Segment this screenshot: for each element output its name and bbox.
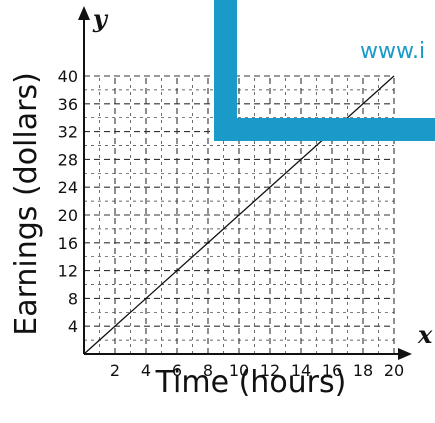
y-tick-label: 36	[58, 95, 78, 114]
y-tick-label: 4	[68, 317, 78, 336]
y-tick-label: 20	[58, 206, 78, 225]
y-tick-label: 24	[58, 178, 78, 197]
y-axis-title: Earnings (dollars)	[9, 72, 44, 336]
y-tick-label: 8	[68, 289, 78, 308]
watermark-banner	[214, 0, 435, 141]
y-tick-label: 16	[58, 234, 78, 253]
watermark-text: www.i	[360, 39, 425, 64]
x-axis-title: Time (hours)	[155, 365, 347, 400]
x-axis-variable: x	[417, 320, 433, 349]
x-tick-label: 14	[291, 361, 311, 380]
y-tick-label: 12	[58, 262, 78, 281]
y-tick-label: 28	[58, 150, 78, 169]
x-tick-label: 10	[229, 361, 249, 380]
x-tick-label: 20	[384, 361, 404, 380]
x-tick-label: 2	[110, 361, 120, 380]
x-tick-label: 16	[322, 361, 342, 380]
x-tick-label: 6	[172, 361, 182, 380]
x-axis-arrow	[398, 348, 412, 360]
x-tick-label: 12	[260, 361, 280, 380]
x-tick-label: 4	[141, 361, 151, 380]
y-axis-variable: y	[92, 4, 109, 33]
y-tick-label: 32	[58, 123, 78, 142]
x-tick-label: 18	[353, 361, 373, 380]
axes	[78, 6, 412, 360]
y-tick-label: 40	[58, 67, 78, 86]
x-tick-label: 8	[203, 361, 213, 380]
y-axis-arrow	[78, 6, 90, 20]
